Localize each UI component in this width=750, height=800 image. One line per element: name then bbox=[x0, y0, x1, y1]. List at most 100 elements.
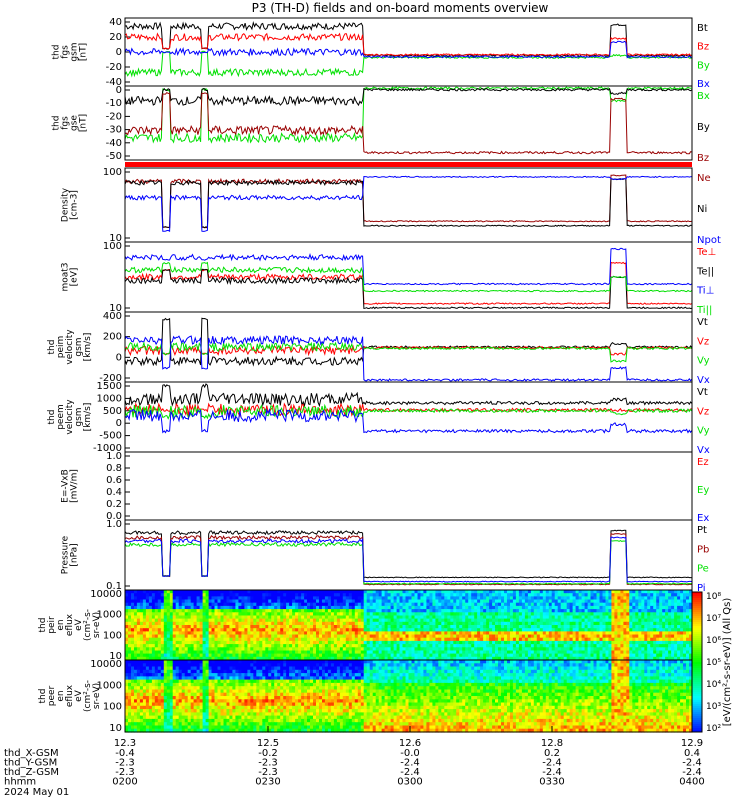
spectrogram-cell bbox=[181, 590, 186, 594]
spectrogram-cell bbox=[674, 618, 678, 623]
spectrogram-cell bbox=[128, 593, 132, 597]
spectrogram-cell bbox=[578, 628, 583, 632]
spectrogram-cell bbox=[238, 593, 242, 597]
spectrogram-cell bbox=[193, 596, 198, 601]
spectrogram-cell bbox=[226, 647, 231, 652]
spectrogram-cell bbox=[128, 621, 132, 626]
spectrogram-cell bbox=[241, 656, 245, 661]
spectrogram-cell bbox=[274, 609, 278, 613]
spectrogram-cell bbox=[584, 599, 589, 604]
spectrogram-cell bbox=[378, 615, 383, 620]
spectrogram-cell bbox=[617, 618, 621, 623]
spectrogram-cell bbox=[599, 593, 604, 597]
spectrogram-cell bbox=[241, 590, 245, 594]
spectrogram-cell bbox=[533, 628, 538, 632]
spectrogram-cell bbox=[354, 599, 359, 604]
spectrogram-cell bbox=[217, 602, 222, 607]
spectrogram-cell bbox=[435, 640, 439, 645]
spectrogram-cell bbox=[557, 656, 562, 661]
spectrogram-cell bbox=[277, 631, 281, 636]
spectrogram-cell bbox=[620, 637, 624, 642]
spectrogram-cell bbox=[429, 631, 433, 636]
spectrogram-cell bbox=[360, 618, 365, 623]
spectrogram-cell bbox=[134, 625, 138, 629]
spectrogram-cell bbox=[587, 631, 592, 636]
spectrogram-cell bbox=[378, 640, 383, 645]
spectrogram-cell bbox=[160, 590, 165, 594]
spectrogram-cell bbox=[256, 621, 260, 626]
spectrogram-cell bbox=[587, 640, 592, 645]
spectrogram-cell bbox=[163, 593, 168, 597]
spectrogram-cell bbox=[662, 609, 666, 613]
spectrogram-cell bbox=[375, 593, 380, 597]
spectrogram-cell bbox=[542, 615, 547, 620]
spectrogram-cell bbox=[441, 596, 445, 601]
spectrogram-cell bbox=[131, 628, 135, 632]
spectrogram-cell bbox=[229, 602, 233, 607]
spectrogram-cell bbox=[342, 590, 347, 594]
spectrogram-cell bbox=[662, 653, 666, 658]
spectrogram-cell bbox=[462, 647, 466, 652]
spectrogram-cell bbox=[620, 631, 624, 636]
spectrogram-cell bbox=[536, 656, 541, 661]
spectrogram-cell bbox=[617, 656, 621, 661]
spectrogram-cell bbox=[551, 653, 556, 658]
spectrogram-cell bbox=[414, 612, 419, 617]
spectrogram-cell bbox=[492, 653, 496, 658]
spectrogram-cell bbox=[259, 618, 263, 623]
spectrogram-cell bbox=[426, 612, 430, 617]
spectrogram-cell bbox=[223, 650, 228, 655]
spectrogram-cell bbox=[399, 602, 404, 607]
spectrogram-cell bbox=[683, 596, 687, 601]
spectrogram-cell bbox=[289, 609, 293, 613]
spectrogram-cell bbox=[557, 618, 562, 623]
spectrogram-cell bbox=[360, 615, 365, 620]
spectrogram-cell bbox=[575, 637, 580, 642]
spectrogram-cell bbox=[375, 647, 380, 652]
spectrogram-cell bbox=[504, 609, 508, 613]
spectrogram-cell bbox=[145, 596, 150, 601]
spectrogram-cell bbox=[351, 656, 356, 661]
spectrogram-cell bbox=[617, 605, 621, 610]
spectrogram-cell bbox=[480, 625, 484, 629]
y-tick-label: 0.2 bbox=[106, 499, 122, 510]
spectrogram-cell bbox=[575, 650, 580, 655]
spectrogram-cell bbox=[533, 596, 538, 601]
spectrogram-cell bbox=[345, 599, 350, 604]
spectrogram-cell bbox=[548, 596, 553, 601]
spectrogram-cell bbox=[602, 656, 607, 661]
spectrogram-cell bbox=[327, 647, 332, 652]
spectrogram-cell bbox=[575, 647, 580, 652]
spectrogram-cell bbox=[560, 644, 565, 648]
spectrogram-cell bbox=[596, 599, 601, 604]
spectrogram-cell bbox=[339, 644, 344, 648]
spectrogram-cell bbox=[524, 647, 529, 652]
spectrogram-cell bbox=[292, 631, 296, 636]
spectrogram-cell bbox=[292, 621, 296, 626]
spectrogram-cell bbox=[686, 656, 690, 661]
spectrogram-cell bbox=[256, 650, 260, 655]
spectrogram-cell bbox=[644, 605, 648, 610]
spectrogram-cell bbox=[223, 590, 228, 594]
spectrogram-cell bbox=[614, 650, 618, 655]
spectrogram-cell bbox=[656, 631, 660, 636]
spectrogram-cell bbox=[405, 621, 410, 626]
spectrogram-cell bbox=[420, 605, 424, 610]
spectrogram-cell bbox=[411, 618, 416, 623]
spectrogram-cell bbox=[178, 621, 183, 626]
series-Ti⊥ bbox=[124, 247, 693, 286]
spectrogram-cell bbox=[193, 644, 198, 648]
spectrogram-cell bbox=[647, 612, 651, 617]
spectrogram-cell bbox=[602, 640, 607, 645]
spectrogram-cell bbox=[575, 653, 580, 658]
spectrogram-cell bbox=[178, 602, 183, 607]
spectrogram-cell bbox=[647, 631, 651, 636]
spectrogram-cell bbox=[668, 656, 672, 661]
spectrogram-cell bbox=[298, 590, 302, 594]
spectrogram-cell bbox=[617, 644, 621, 648]
spectrogram-cell bbox=[501, 647, 505, 652]
spectrogram-cell bbox=[354, 647, 359, 652]
spectrogram-cell bbox=[205, 644, 210, 648]
spectrogram-cell bbox=[187, 631, 192, 636]
spectrogram-cell bbox=[178, 596, 183, 601]
